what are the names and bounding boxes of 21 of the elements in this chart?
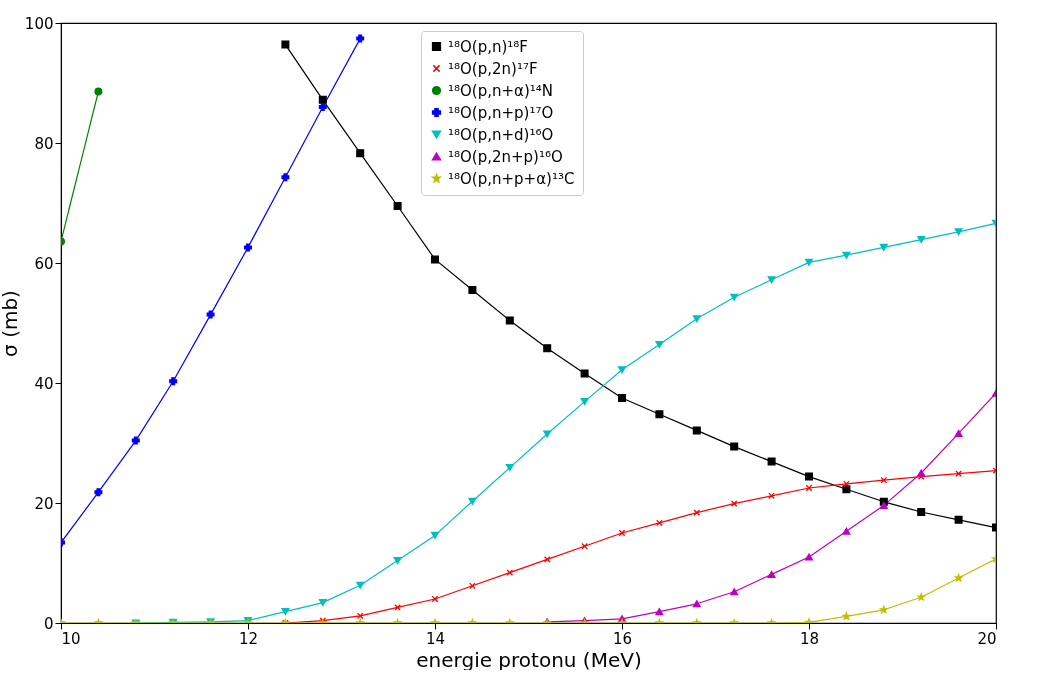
y-tick-label: 100 [24, 14, 54, 33]
y-tick-label: 0 [43, 614, 54, 633]
y-axis-title: σ (mb) [0, 290, 22, 357]
x-tick-label: 14 [425, 629, 446, 648]
x-tick-label: 18 [799, 629, 820, 648]
x-axis-title: energie protonu (MeV) [416, 647, 642, 672]
x-tick-label: 12 [238, 629, 259, 648]
x-tick-label: 16 [612, 629, 633, 648]
y-tick-label: 80 [34, 134, 54, 153]
x-tick-label: 20 [977, 629, 997, 648]
legend-label: ¹⁸O(p,2n+p)¹⁶O [448, 147, 563, 166]
y-tick-label: 40 [34, 374, 54, 393]
legend-label: ¹⁸O(p,n+p)¹⁷O [448, 103, 554, 122]
legend-label: ¹⁸O(p,2n)¹⁷F [448, 59, 538, 78]
legend-label: ¹⁸O(p,n+d)¹⁶O [448, 125, 554, 144]
y-tick-label: 60 [34, 254, 54, 273]
legend-label: ¹⁸O(p,n+p+α)¹³C [448, 169, 575, 188]
legend-label: ¹⁸O(p,n+α)¹⁴N [448, 81, 554, 100]
x-tick-label: 10 [61, 629, 81, 648]
legend-label: ¹⁸O(p,n)¹⁸F [448, 37, 528, 56]
y-tick-label: 20 [34, 494, 54, 513]
